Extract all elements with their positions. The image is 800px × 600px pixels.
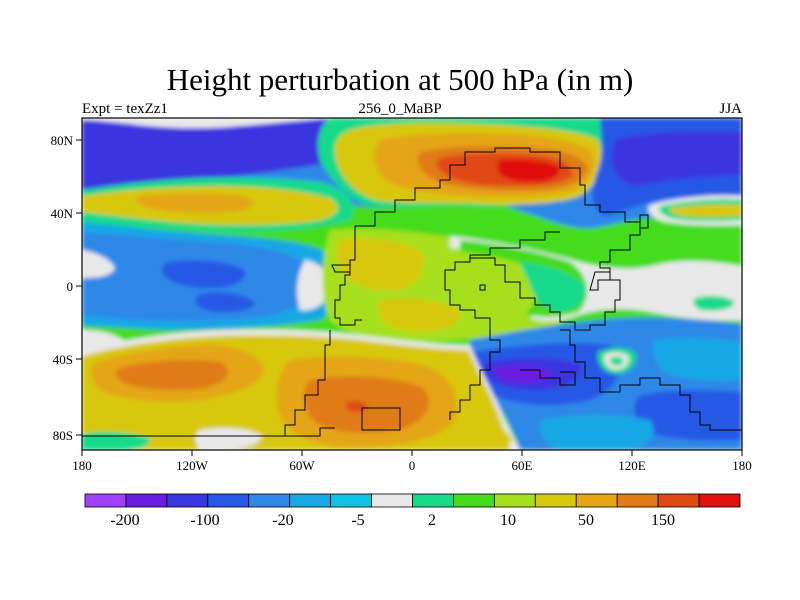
colorbar-swatch (698, 493, 741, 508)
axis-ticks (76, 139, 743, 456)
experiment-label: Expt = texZz1 (82, 101, 168, 117)
colorbar-swatch (84, 493, 127, 508)
colorbar-label: 10 (500, 512, 516, 529)
colorbar-label: 150 (651, 512, 675, 529)
y-tick-label: 80N (51, 133, 74, 148)
x-axis-labels: 180 120W 60W 0 60E 120E 180 (72, 458, 752, 473)
x-tick-label: 60W (289, 458, 315, 473)
colorbar-label: -200 (110, 512, 139, 529)
period-label: 256_0_MaBP (358, 101, 442, 117)
colorbar-swatch (534, 493, 577, 508)
colorbar-swatch (330, 493, 372, 508)
colorbar-swatch (575, 493, 618, 508)
colorbar-swatch (166, 493, 209, 508)
y-axis-labels: 80N 40N 0 40S 80S (51, 133, 74, 443)
x-tick-label: 0 (409, 458, 416, 473)
x-tick-label: 180 (72, 458, 92, 473)
colorbar-swatch (125, 493, 168, 508)
colorbar-swatch (248, 493, 291, 508)
colorbar-swatch (289, 493, 332, 508)
colorbar-label: -100 (190, 512, 219, 529)
colorbar-swatch (412, 493, 454, 508)
colorbar-label: 2 (428, 512, 436, 529)
colorbar-labels: -200 -100 -20 -5 2 10 50 150 (110, 512, 675, 529)
colorbar-label: -20 (272, 512, 293, 529)
colorbar-swatch (453, 493, 495, 508)
y-tick-label: 80S (53, 428, 73, 443)
y-tick-label: 40N (51, 206, 74, 221)
plot-title: Height perturbation at 500 hPa (in m) (166, 62, 634, 97)
y-tick-label: 40S (53, 352, 73, 367)
x-tick-label: 120E (618, 458, 646, 473)
colorbar-label: -5 (351, 512, 364, 529)
y-tick-label: 0 (67, 279, 74, 294)
colorbar-swatch (616, 493, 659, 508)
continent-outlines (82, 147, 742, 437)
colorbar (84, 493, 741, 508)
season-label: JJA (719, 101, 742, 117)
colorbar-label: 50 (578, 512, 594, 529)
colorbar-swatch (207, 493, 250, 508)
colorbar-swatch (657, 493, 700, 508)
colorbar-swatch (493, 493, 536, 508)
colorbar-swatch (371, 493, 413, 508)
x-tick-label: 60E (512, 458, 533, 473)
x-tick-label: 120W (176, 458, 209, 473)
x-tick-label: 180 (732, 458, 752, 473)
contour-field (82, 118, 742, 450)
